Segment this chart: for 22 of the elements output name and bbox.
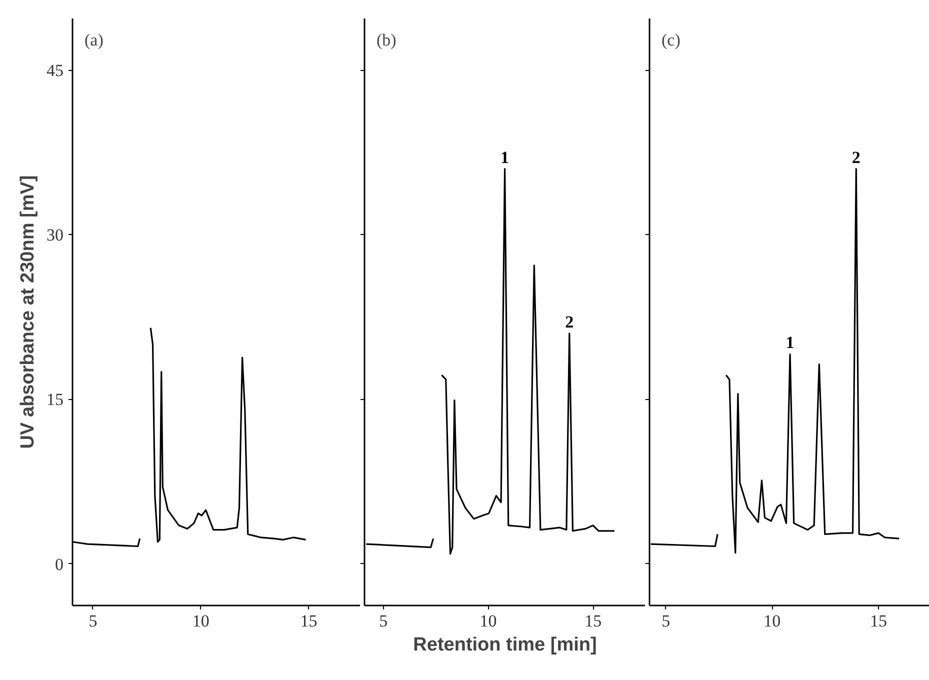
y-tick-label: 0 xyxy=(55,554,64,574)
annotation: 2 xyxy=(852,148,860,167)
x-tick-label: 10 xyxy=(480,612,497,630)
annotation: 2 xyxy=(565,312,574,332)
x-tick-label: 10 xyxy=(764,612,781,630)
x-tick-label: 10 xyxy=(192,612,210,630)
y-axis-title: UV absorbance at 230nm [mV] xyxy=(18,175,38,449)
annotation: 1 xyxy=(786,333,794,352)
annotation: (a) xyxy=(84,30,104,50)
x-tick-label: 5 xyxy=(662,612,670,630)
annotation: (b) xyxy=(376,30,396,50)
x-tick-label: 15 xyxy=(300,612,318,630)
x-tick-label: 15 xyxy=(584,612,602,630)
x-tick-label: 15 xyxy=(870,612,887,630)
x-tick-label: 5 xyxy=(88,612,98,630)
annotation: (c) xyxy=(662,30,680,50)
y-tick-label: 45 xyxy=(46,61,64,80)
x-tick-label: 5 xyxy=(379,612,388,630)
y-tick-label: 15 xyxy=(46,390,64,410)
annotation: 1 xyxy=(500,148,510,167)
y-tick-label: 30 xyxy=(46,226,64,245)
x-axis-title: Retention time [min] xyxy=(413,634,597,656)
